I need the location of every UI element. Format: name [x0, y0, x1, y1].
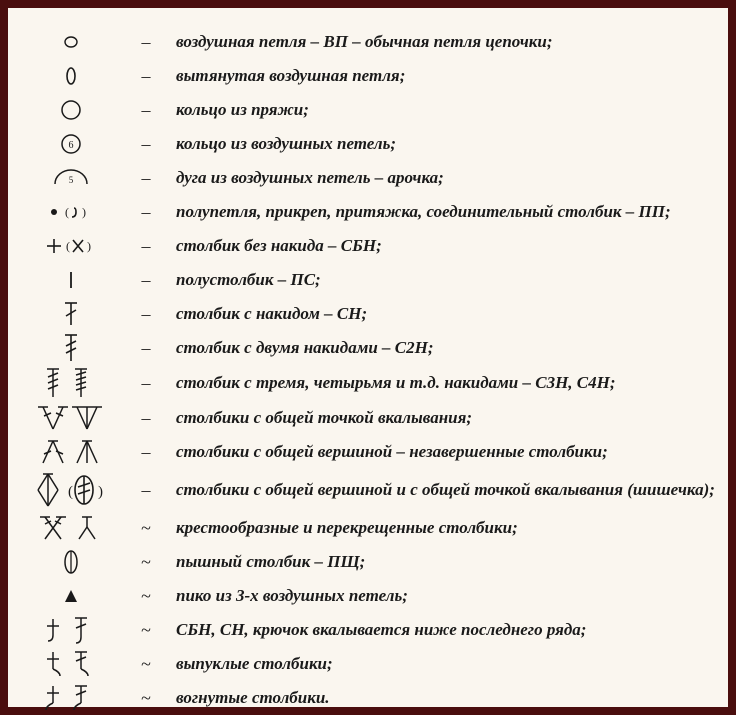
dash-separator: –	[126, 408, 166, 429]
legend-row: –кольцо из пряжи;	[16, 94, 720, 126]
legend-label: крестообразные и перекрещенные столбики;	[166, 517, 720, 538]
symbol-icon	[16, 66, 126, 86]
dash-separator: –	[126, 373, 166, 394]
legend-label: полупетля, прикреп, притяжка, соединител…	[166, 201, 720, 222]
symbol-icon	[16, 437, 126, 467]
symbol-icon: 5	[16, 168, 126, 188]
svg-text:): )	[87, 239, 91, 253]
symbol-icon: ()	[16, 470, 126, 510]
legend-label: полустолбик – ПС;	[166, 269, 720, 290]
legend-row: –вытянутая воздушная петля;	[16, 60, 720, 92]
legend-label: кольцо из воздушных петель;	[166, 133, 720, 154]
legend-row: –воздушная петля – ВП – обычная петля це…	[16, 26, 720, 58]
symbol-icon	[16, 366, 126, 400]
legend-label: столбик с двумя накидами – С2Н;	[166, 337, 720, 358]
legend-row: –столбики с общей вершиной – незавершенн…	[16, 436, 720, 468]
legend-label: столбики с общей вершиной – незавершенны…	[166, 441, 720, 462]
legend-row: ~пышный столбик – ПЩ;	[16, 546, 720, 578]
symbol-icon	[16, 649, 126, 679]
legend-label: кольцо из пряжи;	[166, 99, 720, 120]
symbol-icon	[16, 98, 126, 122]
legend-sheet: –воздушная петля – ВП – обычная петля це…	[8, 8, 728, 707]
symbol-icon	[16, 269, 126, 291]
symbol-icon	[16, 586, 126, 606]
symbol-icon	[16, 513, 126, 543]
legend-row: ~выпуклые столбики;	[16, 648, 720, 680]
legend-row: ()–столбики с общей вершиной и с общей т…	[16, 470, 720, 510]
symbol-icon	[16, 34, 126, 50]
legend-label: вогнутые столбики.	[166, 687, 720, 708]
svg-text:(: (	[65, 205, 69, 219]
dash-separator: –	[126, 480, 166, 501]
legend-label: СБН, СН, крючок вкалывается ниже последн…	[166, 619, 720, 640]
legend-row: –столбик с накидом – СН;	[16, 298, 720, 330]
svg-text:): )	[98, 484, 103, 500]
svg-text:): )	[82, 205, 86, 219]
dash-separator: ~	[126, 518, 166, 539]
legend-row: –полустолбик – ПС;	[16, 264, 720, 296]
legend-label: выпуклые столбики;	[166, 653, 720, 674]
dash-separator: –	[126, 338, 166, 359]
dash-separator: –	[126, 270, 166, 291]
svg-text:(: (	[66, 239, 70, 253]
symbol-icon: ()	[16, 235, 126, 257]
symbol-icon	[16, 300, 126, 328]
legend-label: дуга из воздушных петель – арочка;	[166, 167, 720, 188]
svg-text:6: 6	[69, 140, 74, 151]
legend-row: 5 –дуга из воздушных петель – арочка;	[16, 162, 720, 194]
dash-separator: –	[126, 236, 166, 257]
legend-row: –столбик с двумя накидами – С2Н;	[16, 332, 720, 364]
legend-label: вытянутая воздушная петля;	[166, 65, 720, 86]
dash-separator: –	[126, 100, 166, 121]
dash-separator: –	[126, 202, 166, 223]
legend-label: пышный столбик – ПЩ;	[166, 551, 720, 572]
dash-separator: ~	[126, 552, 166, 573]
legend-row: ~вогнутые столбики.	[16, 682, 720, 714]
svg-text:5: 5	[69, 175, 74, 185]
symbol-icon: 6	[16, 132, 126, 156]
dash-separator: –	[126, 168, 166, 189]
symbol-icon: ()	[16, 204, 126, 220]
legend-label: столбик без накида – СБН;	[166, 235, 720, 256]
dash-separator: –	[126, 134, 166, 155]
legend-label: столбики с общей вершиной и с общей точк…	[166, 479, 720, 500]
dash-separator: –	[126, 32, 166, 53]
legend-row: ()–столбик без накида – СБН;	[16, 230, 720, 262]
dash-separator: –	[126, 304, 166, 325]
legend-label: воздушная петля – ВП – обычная петля цеп…	[166, 31, 720, 52]
legend-row: ~крестообразные и перекрещенные столбики…	[16, 512, 720, 544]
symbol-icon	[16, 615, 126, 645]
dash-separator: ~	[126, 620, 166, 641]
symbol-icon	[16, 403, 126, 433]
legend-row: –столбик с тремя, четырьмя и т.д. накида…	[16, 366, 720, 400]
legend-row: –столбики с общей точкой вкалывания;	[16, 402, 720, 434]
legend-label: пико из 3-х воздушных петель;	[166, 585, 720, 606]
dash-separator: ~	[126, 586, 166, 607]
symbol-icon	[16, 548, 126, 576]
symbol-icon	[16, 332, 126, 364]
dash-separator: ~	[126, 688, 166, 709]
legend-row: ()–полупетля, прикреп, притяжка, соедини…	[16, 196, 720, 228]
dash-separator: –	[126, 66, 166, 87]
legend-label: столбик с тремя, четырьмя и т.д. накидам…	[166, 372, 720, 393]
legend-row: ~пико из 3-х воздушных петель;	[16, 580, 720, 612]
legend-label: столбики с общей точкой вкалывания;	[166, 407, 720, 428]
legend-row: ~СБН, СН, крючок вкалывается ниже послед…	[16, 614, 720, 646]
svg-text:(: (	[68, 484, 73, 500]
dash-separator: –	[126, 442, 166, 463]
symbol-icon	[16, 683, 126, 713]
legend-row: 6 –кольцо из воздушных петель;	[16, 128, 720, 160]
dash-separator: ~	[126, 654, 166, 675]
legend-label: столбик с накидом – СН;	[166, 303, 720, 324]
